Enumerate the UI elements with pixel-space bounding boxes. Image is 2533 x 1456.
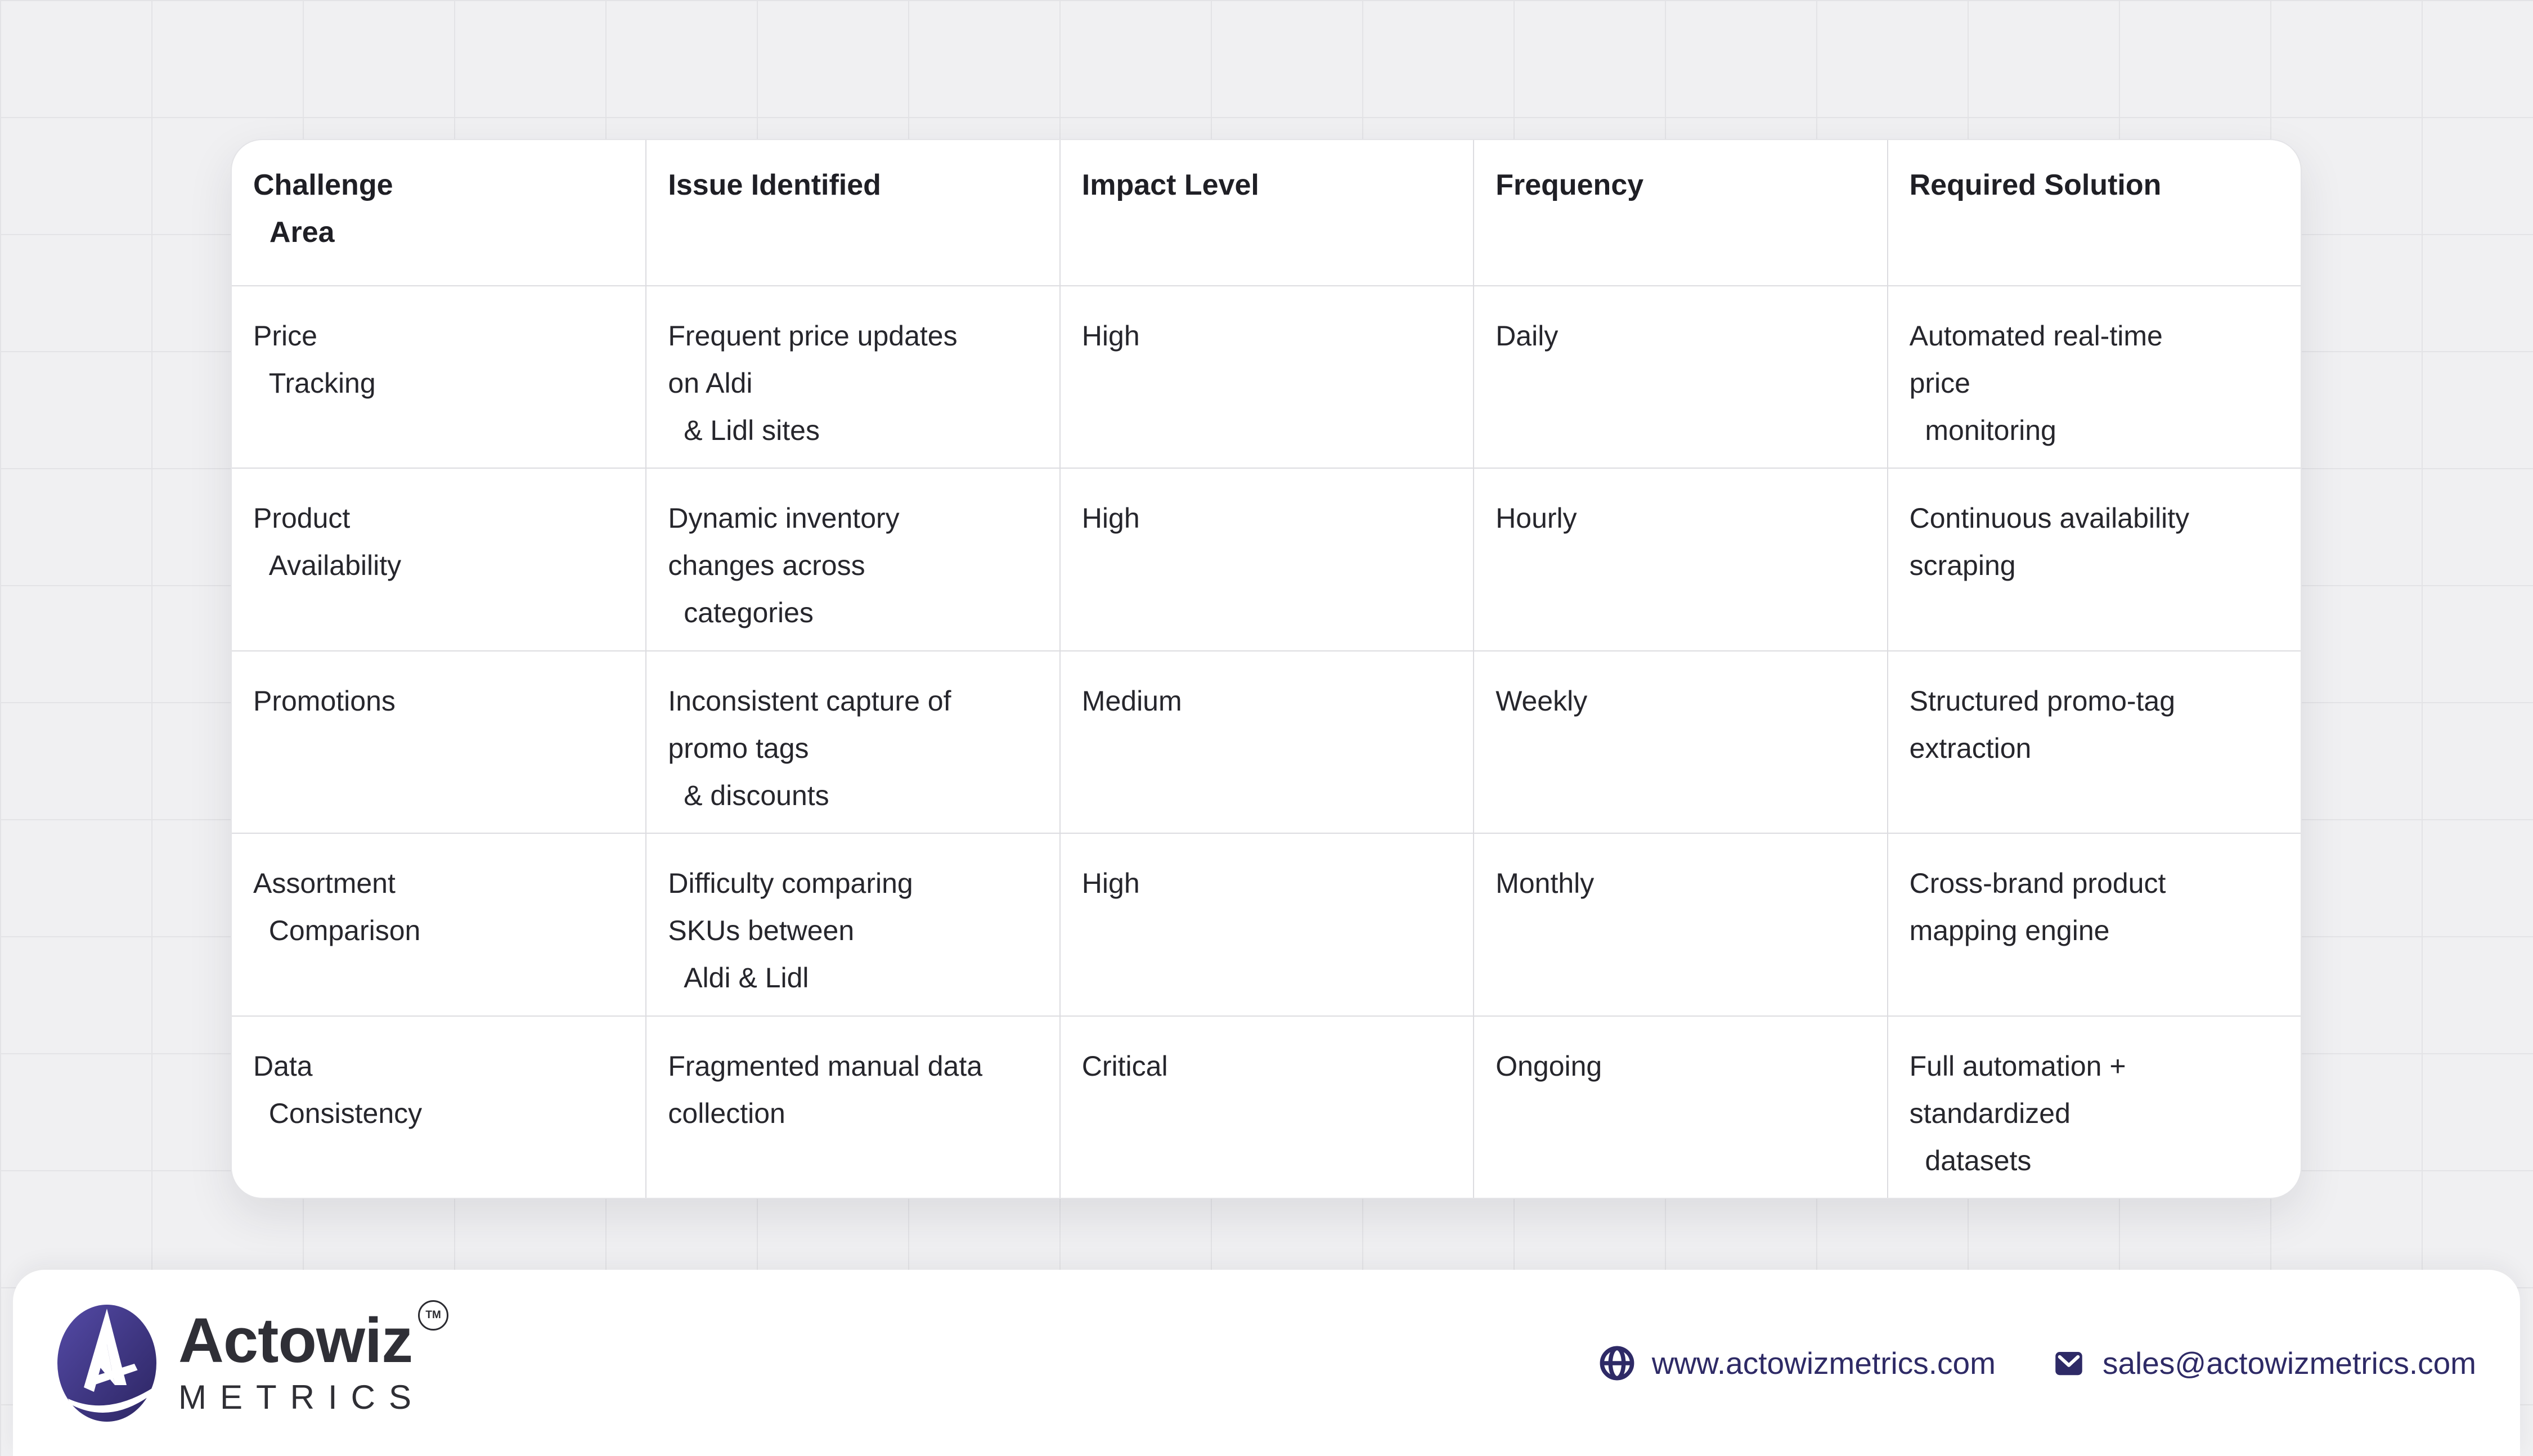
table-cell: Frequent price updates on Aldi & Lidl si… xyxy=(645,285,1059,468)
website-url[interactable]: www.actowizmetrics.com xyxy=(1651,1345,1996,1381)
table-cell: Cross-brand product mapping engine xyxy=(1887,833,2301,1015)
table-cell: High xyxy=(1059,285,1474,468)
table-cell: Fragmented manual data collection xyxy=(645,1015,1059,1198)
brand-name: Actowiz xyxy=(178,1305,413,1376)
email-link[interactable]: sales@actowizmetrics.com xyxy=(2052,1345,2476,1381)
table-cell: Inconsistent capture of promo tags & dis… xyxy=(645,650,1059,833)
challenges-table: Challenge Area Issue Identified Impact L… xyxy=(232,140,2301,1198)
table-cell: Ongoing xyxy=(1473,1015,1887,1198)
globe-icon xyxy=(1600,1346,1634,1380)
table-cell: Hourly xyxy=(1473,468,1887,650)
table-cell: Daily xyxy=(1473,285,1887,468)
brand-logo: Actowiz TM METRICS xyxy=(57,1300,449,1422)
table-cell: Structured promo-tag extraction xyxy=(1887,650,2301,833)
website-link[interactable]: www.actowizmetrics.com xyxy=(1599,1345,1996,1381)
table-cell: Continuous availability scraping xyxy=(1887,468,2301,650)
brand-subtitle: METRICS xyxy=(178,1378,425,1416)
mail-icon xyxy=(2055,1351,2082,1375)
table-cell: Data Consistency xyxy=(232,1015,646,1198)
challenges-table-card: Challenge Area Issue Identified Impact L… xyxy=(231,139,2302,1199)
table-cell: Critical xyxy=(1059,1015,1474,1198)
table-cell: High xyxy=(1059,468,1474,650)
table-cell: Full automation + standardized datasets xyxy=(1887,1015,2301,1198)
table-cell: Dynamic inventory changes across categor… xyxy=(645,468,1059,650)
table-cell: Difficulty comparing SKUs between Aldi &… xyxy=(645,833,1059,1015)
brand-text: Actowiz TM METRICS xyxy=(178,1300,449,1417)
footer-bar: Actowiz TM METRICS www.actowizmetrics.co… xyxy=(13,1270,2520,1456)
table-cell: Assortment Comparison xyxy=(232,833,646,1015)
column-header-frequency: Frequency xyxy=(1473,140,1887,285)
table-cell: Monthly xyxy=(1473,833,1887,1015)
table-cell: Automated real-time price monitoring xyxy=(1887,285,2301,468)
table-cell: Promotions xyxy=(232,650,646,833)
column-header-required-solution: Required Solution xyxy=(1887,140,2301,285)
footer-contacts: www.actowizmetrics.com sales@actowizmetr… xyxy=(1599,1345,2476,1381)
table-cell: High xyxy=(1059,833,1474,1015)
column-header-challenge-area: Challenge Area xyxy=(253,169,393,249)
table-cell: Medium xyxy=(1059,650,1474,833)
table-cell: Weekly xyxy=(1473,650,1887,833)
trademark-badge: TM xyxy=(418,1300,449,1331)
column-header-issue-identified: Issue Identified xyxy=(645,140,1059,285)
table-cell: Price Tracking xyxy=(232,285,646,468)
table-cell: Product Availability xyxy=(232,468,646,650)
column-header-impact-level: Impact Level xyxy=(1059,140,1473,285)
email-address[interactable]: sales@actowizmetrics.com xyxy=(2102,1345,2476,1381)
actowiz-logo-icon xyxy=(57,1304,156,1422)
